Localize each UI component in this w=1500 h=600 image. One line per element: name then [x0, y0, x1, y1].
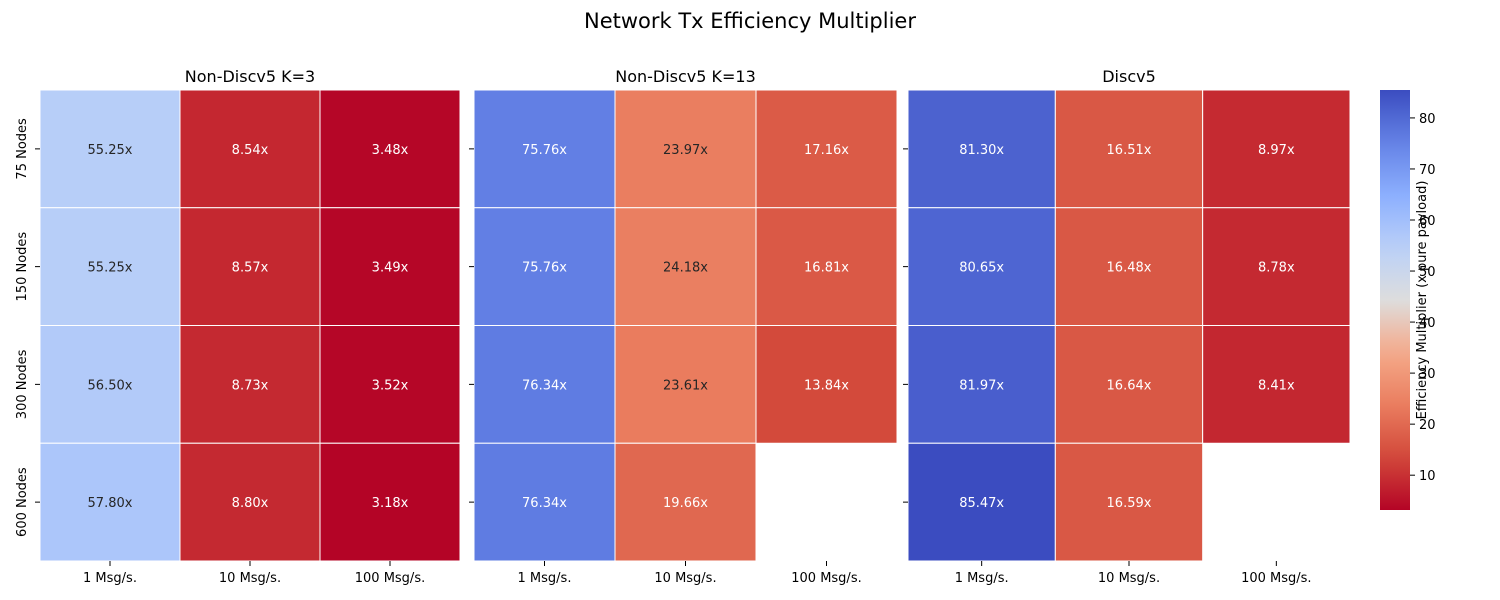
cell-value-label: 17.16x — [804, 143, 849, 158]
cell-value-label: 8.97x — [1258, 143, 1295, 158]
heatmap-cell — [907, 325, 1056, 444]
cell-value-label: 24.18x — [663, 261, 708, 276]
chart-title: Network Tx Efficiency Multiplier — [584, 9, 916, 33]
colorbar-tick-label: 80 — [1419, 112, 1436, 127]
cell-value-label: 75.76x — [522, 143, 567, 158]
cell-value-label: 55.25x — [88, 261, 133, 276]
cell-value-label: 3.52x — [372, 378, 409, 393]
panel-non-discv5-k-3: Non-Discv5 K=3 55.25x 8.54x 3.48x 55.25x 8.57… — [15, 67, 461, 586]
cell-value-label: 8.78x — [1258, 261, 1295, 276]
panel-title: Discv5 — [1102, 67, 1156, 86]
y-tick-label: 75 Nodes — [15, 118, 30, 180]
cell-value-label: 8.57x — [232, 261, 269, 276]
cell-value-label: 85.47x — [959, 496, 1004, 511]
heatmap-cell — [614, 325, 757, 444]
heatmap-cell — [39, 89, 181, 209]
heatmap-cell — [319, 442, 461, 562]
heatmap-cell — [614, 207, 757, 326]
heatmap-cell — [319, 207, 461, 326]
colorbar-tick-label: 70 — [1419, 163, 1436, 178]
heatmap-cell — [614, 442, 757, 562]
y-tick-label: 150 Nodes — [15, 232, 30, 302]
x-tick-label: 1 Msg/s. — [83, 571, 137, 586]
heatmap-cell — [179, 325, 321, 444]
cell-value-label: 56.50x — [88, 378, 133, 393]
cell-value-label: 16.64x — [1107, 378, 1152, 393]
cell-value-label: 55.25x — [88, 143, 133, 158]
cell-value-label: 81.97x — [959, 378, 1004, 393]
y-tick-label: 600 Nodes — [15, 467, 30, 537]
cell-value-label: 13.84x — [804, 378, 849, 393]
cell-value-label: 76.34x — [522, 378, 567, 393]
x-tick-label: 100 Msg/s. — [355, 571, 425, 586]
cell-value-label: 80.65x — [959, 261, 1004, 276]
heatmap-cell — [755, 325, 898, 444]
heatmap-cell — [1202, 325, 1351, 444]
colorbar-tick-label: 10 — [1419, 469, 1436, 484]
cell-value-label: 8.80x — [232, 496, 269, 511]
cell-value-label: 8.73x — [232, 378, 269, 393]
heatmap-cell — [473, 89, 616, 209]
heatmap-cell — [1054, 442, 1204, 562]
cell-value-label: 8.41x — [1258, 378, 1295, 393]
cell-value-label: 8.54x — [232, 143, 269, 158]
heatmap-cell — [1054, 89, 1204, 209]
heatmap-cell — [179, 207, 321, 326]
x-tick-label: 10 Msg/s. — [219, 571, 281, 586]
heatmap-cell — [473, 325, 616, 444]
heatmap-cell — [755, 207, 898, 326]
heatmap-cell — [1054, 325, 1204, 444]
cell-value-label: 57.80x — [88, 496, 133, 511]
heatmap-cell — [473, 207, 616, 326]
cell-value-label: 3.49x — [372, 261, 409, 276]
colorbar-tick-label: 50 — [1419, 265, 1436, 280]
panel-title: Non-Discv5 K=3 — [185, 67, 315, 86]
x-tick-label: 1 Msg/s. — [955, 571, 1009, 586]
heatmap-cell — [179, 89, 321, 209]
x-tick-label: 100 Msg/s. — [791, 571, 861, 586]
heatmap-cell — [907, 442, 1056, 562]
colorbar-tick-label: 30 — [1419, 367, 1436, 382]
cell-value-label: 23.97x — [663, 143, 708, 158]
cell-value-label: 23.61x — [663, 378, 708, 393]
x-tick-label: 1 Msg/s. — [518, 571, 572, 586]
heatmap-cell — [1054, 207, 1204, 326]
cell-value-label: 75.76x — [522, 261, 567, 276]
heatmap-cell — [1202, 89, 1351, 209]
heatmap-cell — [755, 89, 898, 209]
x-tick-label: 10 Msg/s. — [1098, 571, 1160, 586]
colorbar-label: Efficiency Multiplier (x pure payload) — [1415, 181, 1430, 420]
cell-value-label: 81.30x — [959, 143, 1004, 158]
panel-title: Non-Discv5 K=13 — [615, 67, 756, 86]
cell-value-label: 16.51x — [1107, 143, 1152, 158]
heatmap-cell — [907, 207, 1056, 326]
colorbar-tick-label: 60 — [1419, 214, 1436, 229]
heatmap-cell — [473, 442, 616, 562]
y-tick-label: 300 Nodes — [15, 349, 30, 419]
heatmap-cell — [614, 89, 757, 209]
heatmap-cell — [39, 207, 181, 326]
heatmap-cell — [39, 442, 181, 562]
cell-value-label: 3.48x — [372, 143, 409, 158]
colorbar-tick-label: 40 — [1419, 316, 1436, 331]
panel-discv5: Discv5 81.30x 16.51x 8.97x 80.65x 16.48x 8.78x… — [903, 67, 1351, 586]
cell-value-label: 3.18x — [372, 496, 409, 511]
x-tick-label: 10 Msg/s. — [654, 571, 716, 586]
colorbar: 10 20 30 40 50 60 70 80 Efficiency Multiplier (x… — [1380, 90, 1436, 510]
colorbar-gradient — [1380, 90, 1410, 510]
cell-value-label: 16.81x — [804, 261, 849, 276]
cell-value-label: 16.48x — [1107, 261, 1152, 276]
cell-value-label: 16.59x — [1107, 496, 1152, 511]
cell-value-label: 76.34x — [522, 496, 567, 511]
colorbar-tick-label: 20 — [1419, 418, 1436, 433]
heatmap-cell — [1202, 207, 1351, 326]
cell-value-label: 19.66x — [663, 496, 708, 511]
heatmap-cell — [319, 89, 461, 209]
panels-group: Non-Discv5 K=3 55.25x 8.54x 3.48x 55.25x 8.57… — [15, 67, 1351, 586]
x-tick-label: 100 Msg/s. — [1241, 571, 1311, 586]
panel-non-discv5-k-13: Non-Discv5 K=13 75.76x 23.97x 17.16x 75.76x 2… — [469, 67, 898, 586]
heatmap-cell — [907, 89, 1056, 209]
